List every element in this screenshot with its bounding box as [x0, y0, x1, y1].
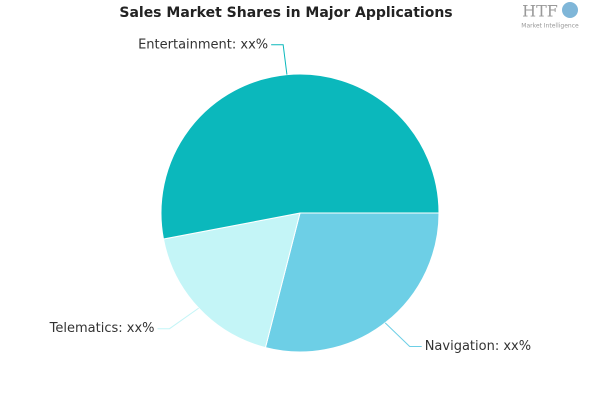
logo: HTF Market Intelligence: [521, 2, 579, 30]
leader-line: [271, 44, 288, 75]
logo-icon: [562, 2, 578, 18]
pie-slice: [162, 212, 301, 349]
chart-title: Sales Market Shares in Major Application…: [119, 5, 452, 21]
logo-subtext: Market Intelligence: [521, 23, 579, 30]
data-label: Entertainment: xx%: [138, 37, 268, 52]
data-label: Telematics: xx%: [49, 321, 155, 336]
leader-line: [157, 307, 199, 330]
logo-text: HTF: [522, 2, 558, 21]
pie-slice: [264, 212, 440, 353]
pie-slice: [160, 73, 440, 240]
data-label: Navigation: xx%: [425, 339, 531, 354]
leader-line: [384, 322, 422, 348]
